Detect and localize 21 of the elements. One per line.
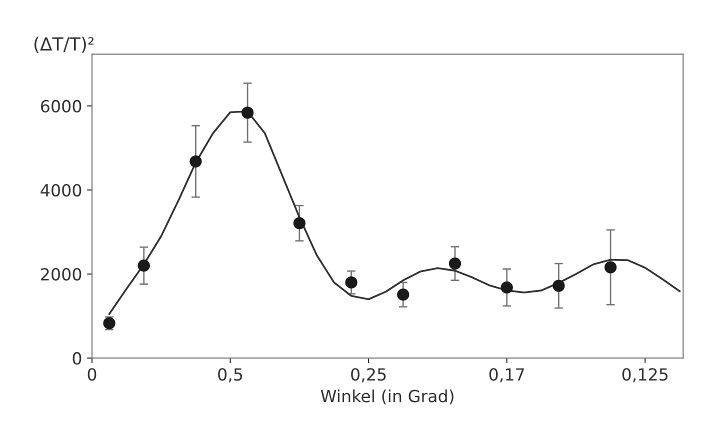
point xyxy=(604,261,617,274)
y-tick-label: 0 xyxy=(72,352,82,365)
point xyxy=(552,280,565,292)
y-axis-title: (ΔT/T)² xyxy=(34,36,94,53)
point xyxy=(138,260,150,272)
point xyxy=(190,155,202,168)
point xyxy=(293,217,306,230)
point xyxy=(397,288,410,301)
x-tick-label: 0,125 xyxy=(622,368,668,382)
x-tick-label: 0,17 xyxy=(489,368,524,382)
y-tick-label: 6000 xyxy=(41,100,82,113)
point xyxy=(241,106,254,119)
x-axis-title: Winkel (in Grad) xyxy=(320,390,454,404)
point xyxy=(448,257,462,270)
point xyxy=(345,276,358,289)
x-tick-label: 0,25 xyxy=(351,368,386,382)
x-tick-label: 0,5 xyxy=(218,368,242,382)
x-tick-label: 0 xyxy=(88,368,96,381)
y-tick-label: 2000 xyxy=(41,268,82,281)
y-tick-label: 4000 xyxy=(40,184,82,197)
point xyxy=(500,281,513,294)
